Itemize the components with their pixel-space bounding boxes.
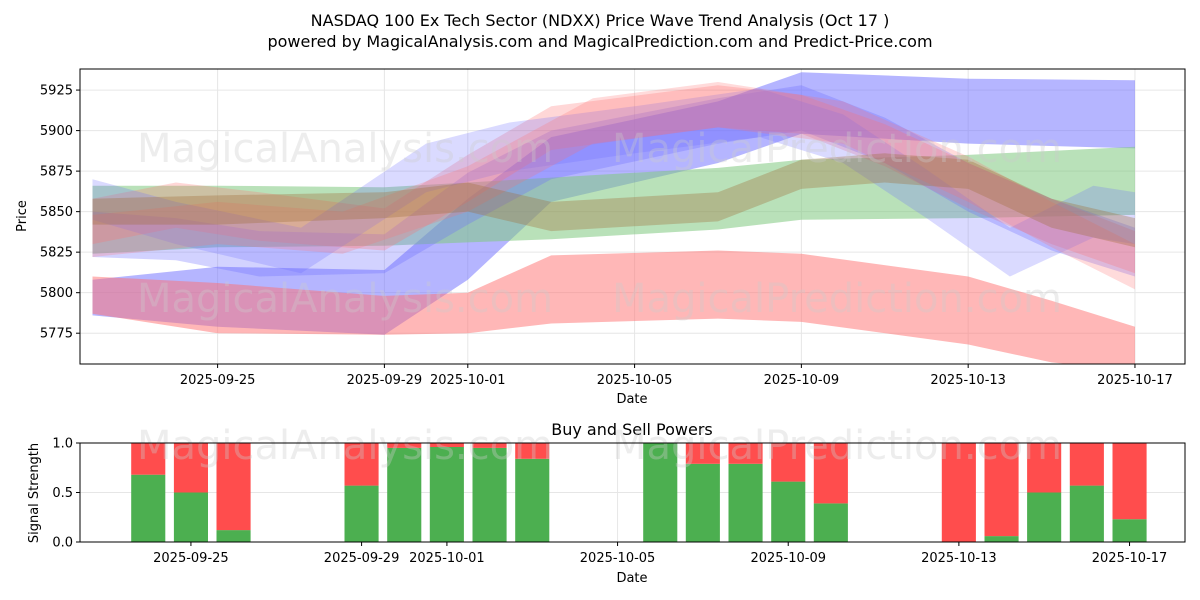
price-ytick-label: 5925 [40, 84, 73, 99]
chart-title-line2: powered by MagicalAnalysis.com and Magic… [267, 32, 932, 51]
power-bars [131, 443, 1147, 542]
watermark-left-mid: MagicalAnalysis.com [137, 276, 553, 322]
price-ytick-label: 5800 [40, 286, 73, 301]
price-plot: MagicalAnalysis.com MagicalPrediction.co… [15, 68, 1186, 407]
power-xtick-label: 2025-10-01 [409, 551, 485, 566]
sell-bar [216, 443, 251, 531]
buy-bar [643, 443, 678, 542]
power-ylabel: Signal Strength [27, 443, 42, 543]
price-band-brown-7 [92, 153, 1135, 248]
watermark-left-top: MagicalAnalysis.com [137, 126, 553, 172]
chart-title-line1: NASDAQ 100 Ex Tech Sector (NDXX) Price W… [311, 11, 890, 30]
sell-bar [771, 443, 806, 482]
buy-bar [685, 463, 720, 542]
price-ytick-label: 5875 [40, 165, 73, 180]
buy-bar [472, 447, 507, 542]
power-ytick-label: 0.5 [52, 486, 73, 501]
buy-bar [344, 485, 379, 542]
buy-bar [813, 503, 848, 542]
buy-bar [173, 492, 208, 542]
sell-bar [728, 443, 763, 464]
sell-bar [344, 443, 379, 486]
buy-bar [1112, 519, 1147, 542]
buy-bar [771, 481, 806, 542]
watermark-right-mid: MagicalPrediction.com [612, 276, 1062, 322]
power-ticks: 2025-09-25 2025-09-29 2025-10-01 2025-10-05… [52, 437, 1167, 567]
price-ticks: 2025-09-25 2025-09-29 2025-10-01 2025-10-05… [40, 84, 1173, 388]
buy-bar [1069, 485, 1104, 542]
price-xtick-label: 2025-09-25 [180, 373, 256, 388]
power-xtick-label: 2025-10-09 [750, 551, 826, 566]
price-ytick-label: 5900 [40, 124, 73, 139]
power-xtick-label: 2025-10-13 [921, 551, 997, 566]
power-plot: Buy and Sell Powers MagicalAnalysis.com … [27, 420, 1186, 586]
price-xtick-label: 2025-10-05 [597, 373, 673, 388]
price-band-red-1 [92, 250, 1135, 364]
buy-bar [429, 447, 464, 542]
price-xtick-label: 2025-10-09 [764, 373, 840, 388]
power-title: Buy and Sell Powers [551, 420, 713, 439]
price-ytick-label: 5775 [40, 327, 73, 342]
price-xtick-label: 2025-10-13 [930, 373, 1006, 388]
sell-bar [984, 443, 1019, 537]
buy-bar [984, 536, 1019, 542]
sell-bar [941, 443, 976, 542]
sell-bar [685, 443, 720, 464]
price-ytick-label: 5850 [40, 205, 73, 220]
buy-bar [1027, 492, 1062, 542]
buy-bar [216, 530, 251, 542]
sell-bar [429, 443, 464, 447]
price-plot-frame [79, 68, 1186, 365]
price-band-blue-0 [92, 72, 1135, 335]
sell-bar [1069, 443, 1104, 486]
price-xtick-label: 2025-10-17 [1097, 373, 1173, 388]
buy-bar [387, 447, 422, 542]
sell-bar [131, 443, 166, 475]
price-band-red-6 [92, 82, 1135, 290]
power-xtick-label: 2025-09-25 [153, 551, 229, 566]
power-xtick-label: 2025-10-05 [580, 551, 656, 566]
power-xtick-label: 2025-09-29 [324, 551, 400, 566]
watermark-left-bottom: MagicalAnalysis.com [137, 423, 553, 469]
power-xlabel: Date [616, 571, 647, 586]
sell-bar [1027, 443, 1062, 493]
price-xtick-label: 2025-10-01 [430, 373, 506, 388]
price-band-red-4 [92, 85, 1135, 274]
sell-bar [1112, 443, 1147, 520]
watermark-right-top: MagicalPrediction.com [612, 126, 1062, 172]
power-ytick-label: 0.0 [52, 536, 73, 551]
sell-bar [173, 443, 208, 493]
sell-bar [472, 443, 507, 448]
power-xtick-label: 2025-10-17 [1092, 551, 1168, 566]
buy-bar [728, 463, 763, 542]
buy-bar [131, 474, 166, 542]
price-ytick-label: 5825 [40, 246, 73, 261]
sell-bar [515, 443, 550, 459]
price-band-green-2 [92, 146, 1135, 254]
sell-bar [813, 443, 848, 504]
price-xlabel: Date [616, 392, 647, 407]
power-ytick-label: 1.0 [52, 437, 73, 452]
price-band-blue-3 [92, 85, 1135, 277]
sell-bar [387, 443, 422, 448]
price-xtick-label: 2025-09-29 [347, 373, 423, 388]
watermark-right-bottom: MagicalPrediction.com [612, 423, 1062, 469]
buy-bar [515, 458, 550, 542]
price-bands [92, 72, 1135, 364]
price-ylabel: Price [15, 200, 30, 232]
price-band-blue-5 [92, 88, 1135, 277]
